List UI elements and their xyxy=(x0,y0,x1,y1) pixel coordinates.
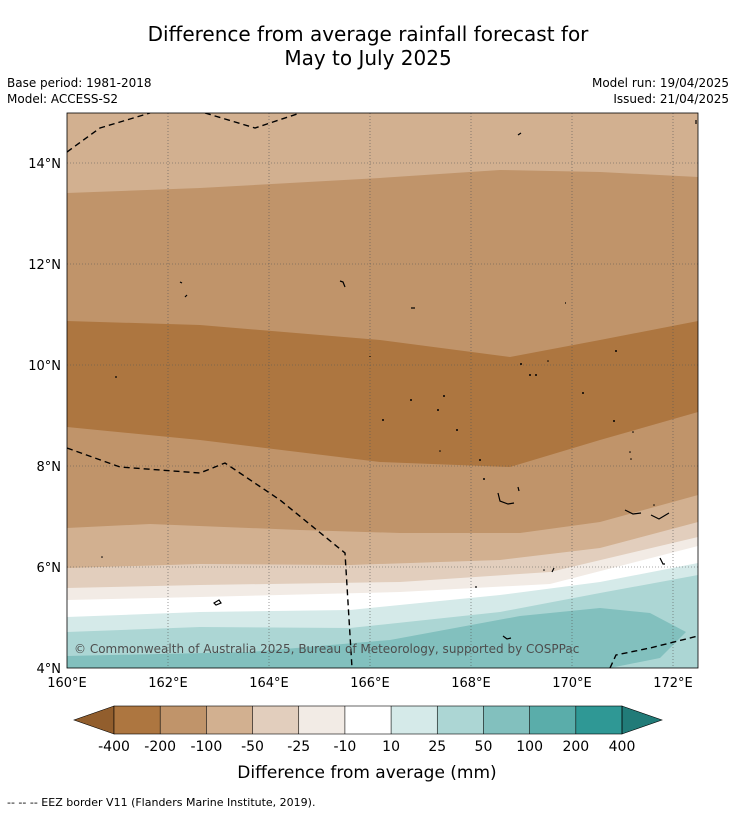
lat-tick-10n: 10°N xyxy=(28,359,61,374)
colorbar-title: Difference from average (mm) xyxy=(237,763,496,783)
lon-tick-162e: 162°E xyxy=(148,676,188,691)
graticule xyxy=(67,113,698,668)
colorbar-segment xyxy=(160,706,207,734)
lat-tick-6n: 6°N xyxy=(37,561,62,576)
copyright-notice: © Commonwealth of Australia 2025, Bureau… xyxy=(74,642,579,656)
colorbar-tick-label: 200 xyxy=(562,739,589,755)
lon-tick-168e: 168°E xyxy=(451,676,491,691)
colorbar-segment xyxy=(391,706,438,734)
colorbar-extend-high xyxy=(621,705,663,735)
issued-date: Issued: 21/04/2025 xyxy=(613,92,729,106)
colorbar-segment xyxy=(252,706,299,734)
lon-tick-166e: 166°E xyxy=(350,676,390,691)
colorbar-tick-label: -200 xyxy=(144,739,176,755)
colorbar-segment xyxy=(298,706,345,734)
colorbar-segment xyxy=(206,706,253,734)
meta-left: Base period: 1981-2018 Model: ACCESS-S2 xyxy=(7,75,152,107)
colorbar-tick-label: -25 xyxy=(287,739,310,755)
colorbar-tick-label: -10 xyxy=(333,739,356,755)
lat-tick-12n: 12°N xyxy=(28,258,61,273)
colorbar-tick-label: 50 xyxy=(475,739,493,755)
colorbar: -400 -200 -100 -50 -25 -10 10 25 50 100 200 400 xyxy=(73,705,663,755)
model-run: Model run: 19/04/2025 xyxy=(591,76,729,90)
atoll-dots xyxy=(101,350,655,571)
colorbar-tick-label: 100 xyxy=(516,739,543,755)
forecast-field xyxy=(67,113,698,668)
map-title: Difference from average rainfall forecas… xyxy=(0,22,736,70)
lon-axis: 160°E 162°E 164°E 166°E 168°E 170°E 172°… xyxy=(47,676,693,691)
colorbar-segment xyxy=(114,706,161,734)
colorbar-tick-label: -50 xyxy=(241,739,264,755)
colorbar-tick-label: 400 xyxy=(609,739,636,755)
colorbar-segment xyxy=(529,706,576,734)
map-title-line2: May to July 2025 xyxy=(284,46,452,70)
lon-tick-170e: 170°E xyxy=(552,676,592,691)
colorbar-extend-low xyxy=(73,705,115,735)
eez-footnote: -- -- -- EEZ border V11 (Flanders Marine… xyxy=(7,796,316,809)
meta-right: Model run: 19/04/2025 Issued: 21/04/2025 xyxy=(592,75,729,107)
lat-tick-4n: 4°N xyxy=(37,662,62,677)
lat-tick-8n: 8°N xyxy=(37,460,62,475)
colorbar-tick-label: -400 xyxy=(98,739,130,755)
lon-tick-172e: 172°E xyxy=(653,676,693,691)
colorbar-segment xyxy=(344,706,392,734)
colorbar-frame xyxy=(113,705,623,735)
map-frame xyxy=(66,112,699,669)
rainfall-map: © Commonwealth of Australia 2025, Bureau… xyxy=(28,112,699,783)
colorbar-segment xyxy=(575,706,622,734)
lat-axis: 4°N 6°N 8°N 10°N 12°N 14°N xyxy=(28,157,61,677)
colorbar-segment xyxy=(437,706,484,734)
lon-tick-160e: 160°E xyxy=(47,676,87,691)
colorbar-segment xyxy=(483,706,530,734)
colorbar-tick-label: -100 xyxy=(190,739,222,755)
colorbar-tick-label: 10 xyxy=(382,739,400,755)
base-period: Base period: 1981-2018 xyxy=(7,76,152,90)
islands xyxy=(115,120,697,640)
colorbar-tick-label: 25 xyxy=(428,739,446,755)
band-50-100-wet xyxy=(67,608,686,668)
model-name: Model: ACCESS-S2 xyxy=(7,92,119,106)
band-100-200-dry xyxy=(67,321,698,467)
map-title-line1: Difference from average rainfall forecas… xyxy=(147,22,589,46)
eez-border xyxy=(67,113,698,668)
lon-tick-164e: 164°E xyxy=(249,676,289,691)
lat-tick-14n: 14°N xyxy=(28,157,61,172)
